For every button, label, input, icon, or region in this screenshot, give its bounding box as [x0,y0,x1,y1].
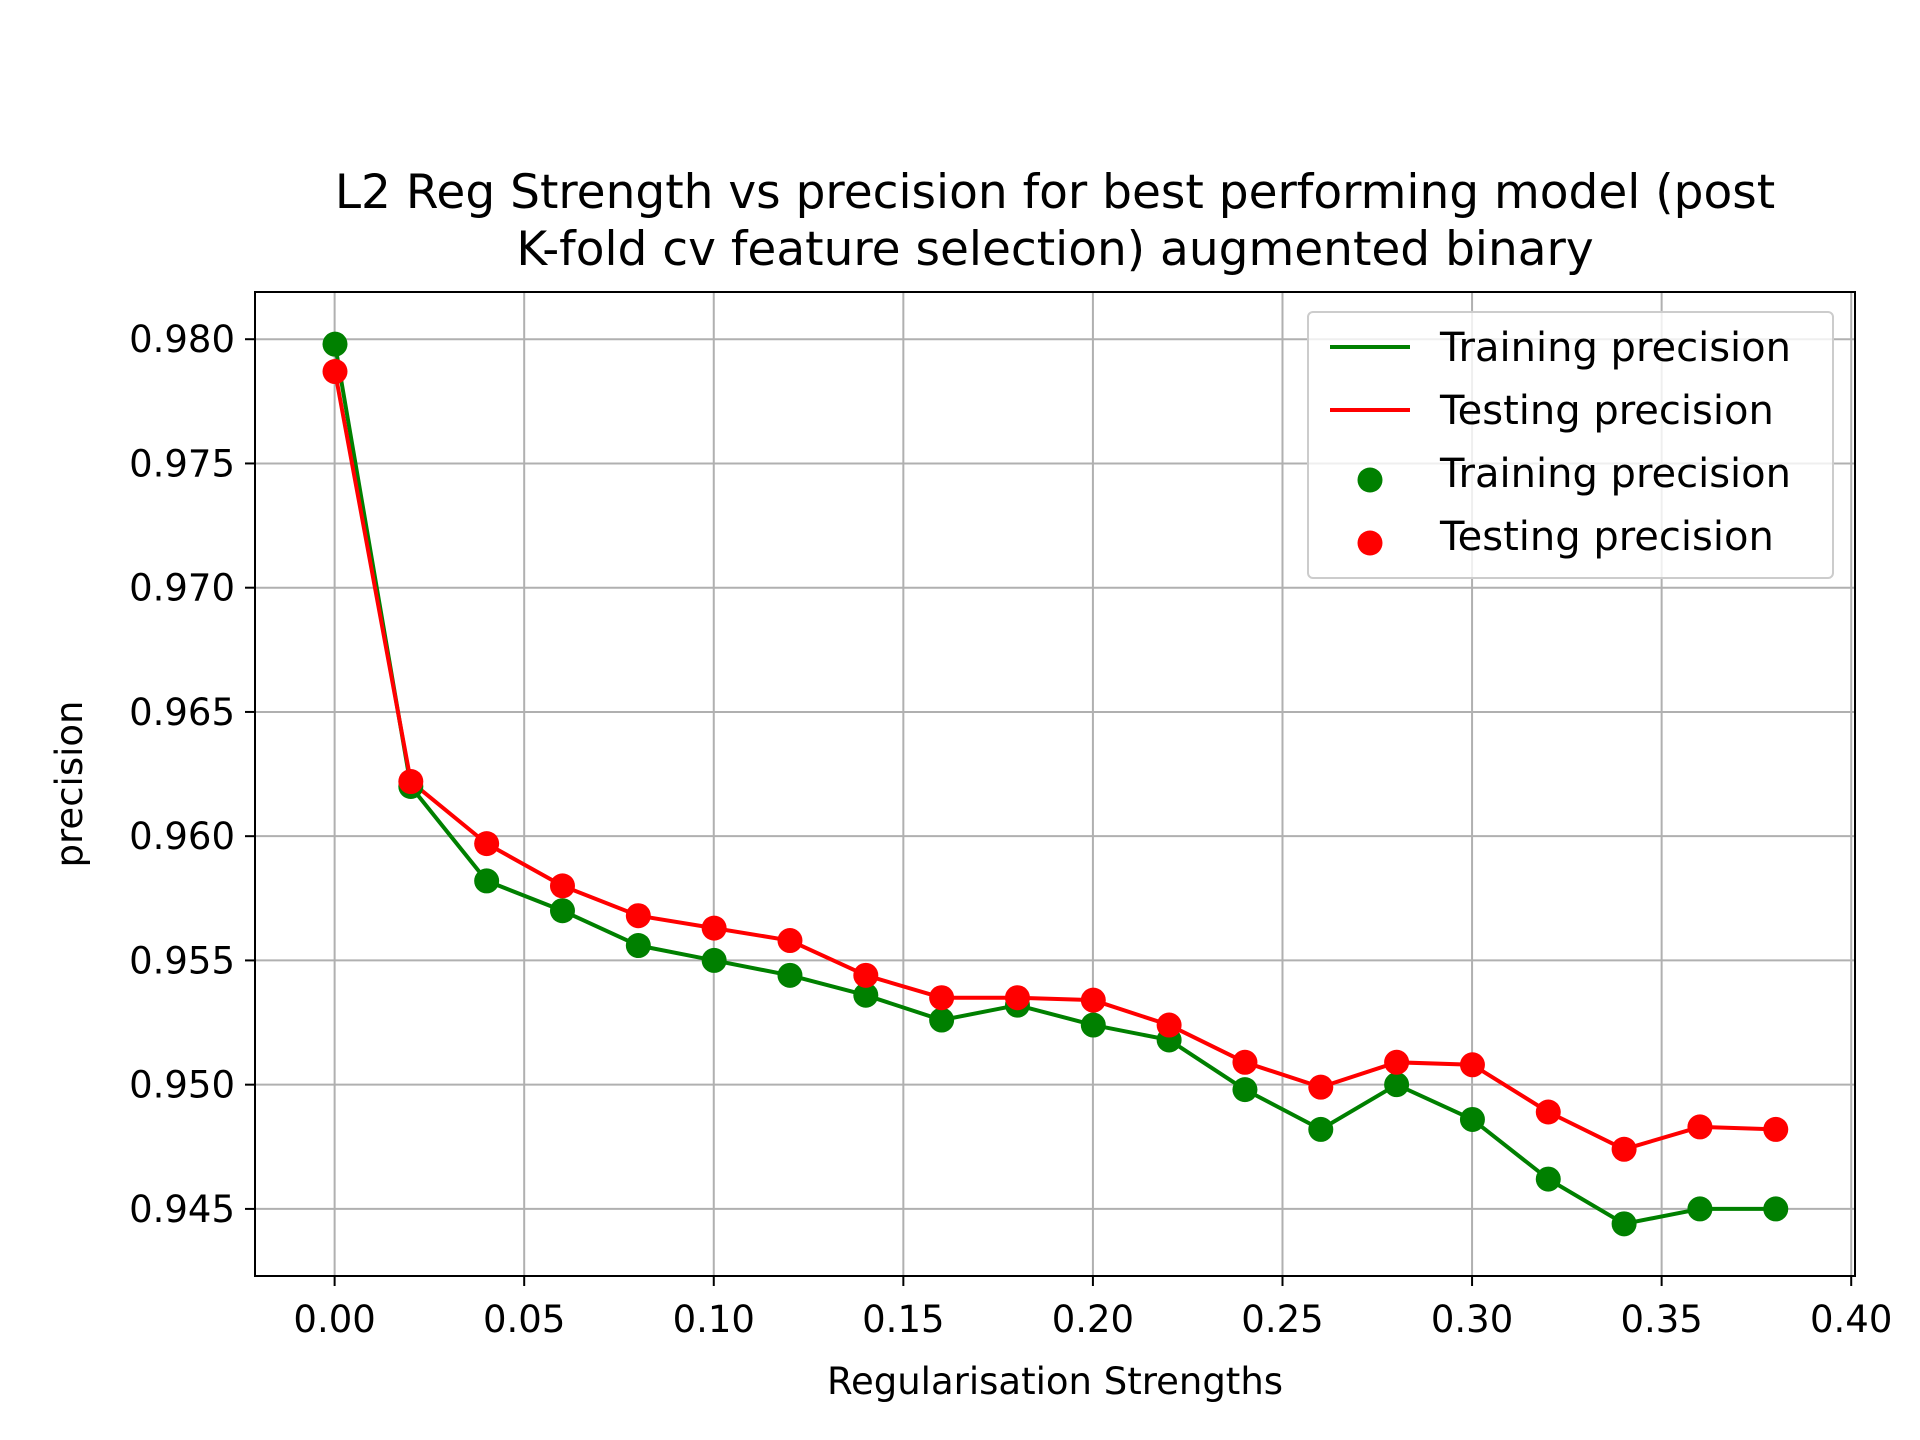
series-markers [322,331,1789,1237]
y-axis-label: precision [48,701,91,868]
x-tick-label: 0.30 [1431,1298,1513,1341]
data-point-training [853,982,879,1008]
legend-marker-swatch [1357,530,1383,556]
x-tick-label: 0.35 [1620,1298,1702,1341]
legend-entries: Training precision Testing precision Train… [1330,325,1791,560]
y-tick-label: 0.950 [129,1064,235,1107]
legend-box [1307,311,1834,579]
data-point-training [1687,1196,1713,1222]
chart-title-line-1: L2 Reg Strength vs precision for best pe… [335,165,1775,220]
data-point-training [1611,1211,1637,1237]
y-tick-label: 0.960 [129,815,235,858]
series-line-training [333,343,1776,1226]
x-axis-label: Regularisation Strengths [827,1360,1283,1403]
y-tick-label: 0.970 [129,567,235,610]
data-point-training [1232,1077,1258,1103]
data-point-training [701,947,727,973]
data-point-testing [1763,1116,1789,1142]
data-point-testing [1080,987,1106,1013]
data-point-testing [398,769,424,795]
grid [255,292,1855,1276]
legend-label: Training precision [1439,325,1791,371]
chart-title-line-2: K-fold cv feature selection) augmented b… [516,222,1593,277]
legend-marker-swatch [1357,467,1383,493]
data-point-testing [1459,1052,1485,1078]
data-point-testing [1611,1136,1637,1162]
data-point-training [625,933,651,959]
legend-label: Training precision [1439,451,1791,497]
y-axis-ticks: 0.945 0.950 0.955 0.960 0.965 0.970 0.975 0.980 [129,318,255,1231]
y-tick-label: 0.945 [129,1188,235,1231]
y-tick-label: 0.965 [129,691,235,734]
data-point-training [777,962,803,988]
data-point-testing [474,831,500,857]
data-point-testing [1232,1049,1258,1075]
data-point-training [474,868,500,894]
data-point-testing [1004,985,1030,1011]
x-tick-label: 0.20 [1052,1298,1134,1341]
y-tick-label: 0.975 [129,442,235,485]
data-point-testing [929,985,955,1011]
data-point-training [322,331,348,357]
legend-label: Testing precision [1439,514,1774,560]
series-lines [333,343,1776,1226]
legend-label: Testing precision [1439,388,1774,434]
x-tick-label: 0.25 [1241,1298,1323,1341]
data-point-testing [1384,1049,1410,1075]
data-point-testing [1156,1012,1182,1038]
data-point-testing [777,928,803,954]
data-point-testing [1687,1114,1713,1140]
data-point-training [1080,1012,1106,1038]
plot-frame [254,291,1856,1277]
x-tick-label: 0.40 [1810,1298,1892,1341]
y-tick-label: 0.980 [129,318,235,361]
data-point-testing [549,873,575,899]
data-point-training [1384,1072,1410,1098]
y-tick-label: 0.955 [129,939,235,982]
data-point-training [1459,1106,1485,1132]
data-point-testing [1535,1099,1561,1125]
data-point-training [549,898,575,924]
x-tick-label: 0.00 [293,1298,375,1341]
x-axis-ticks: 0.00 0.05 0.10 0.15 0.20 0.25 0.30 0.35 0.40 [293,1276,1892,1341]
x-tick-label: 0.15 [862,1298,944,1341]
x-tick-label: 0.05 [483,1298,565,1341]
data-point-testing [322,359,348,385]
data-point-training [1763,1196,1789,1222]
data-point-training [1308,1116,1334,1142]
legend: Training precision Testing precision Train… [1307,311,1834,579]
chart-title: L2 Reg Strength vs precision for best pe… [335,165,1775,277]
data-point-testing [1308,1074,1334,1100]
series-line-testing [333,371,1776,1152]
data-point-training [929,1007,955,1033]
data-point-testing [853,962,879,988]
data-point-testing [625,903,651,929]
data-point-training [1535,1166,1561,1192]
x-tick-label: 0.10 [673,1298,755,1341]
data-point-testing [701,915,727,941]
